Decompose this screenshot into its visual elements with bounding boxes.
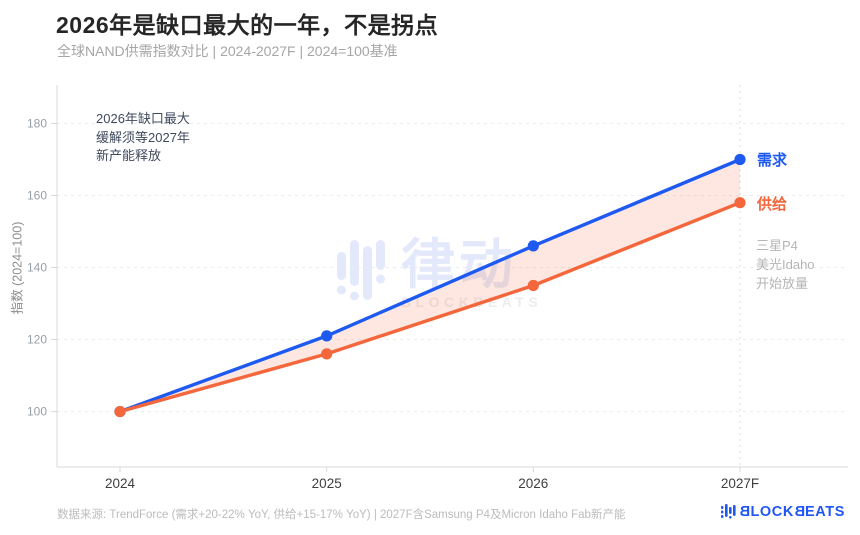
svg-text:100: 100: [27, 405, 47, 419]
gap-annotation: 2026年缺口最大 缓解须等2027年 新产能释放: [96, 110, 190, 166]
page-subtitle: 全球NAND供需指数对比 | 2024-2027F | 2024=100基准: [57, 43, 398, 59]
svg-text:2025: 2025: [312, 476, 342, 491]
capacity-annotation: 三星P4 美光Idaho 开始放量: [756, 236, 815, 293]
watermark-brand-cn: 律动: [401, 235, 517, 295]
capacity-annotation-line: 三星P4: [756, 238, 798, 253]
svg-text:2026: 2026: [518, 476, 548, 491]
svg-text:2024: 2024: [105, 476, 136, 491]
gap-annotation-line: 2026年缺口最大: [96, 111, 190, 126]
gap-annotation-line: 缓解须等2027年: [96, 129, 190, 145]
watermark-text: 律动 BLOCKBEATS: [401, 238, 542, 310]
capacity-annotation-line: 美光Idaho: [756, 257, 815, 272]
logo-letter-b: B: [739, 503, 751, 520]
legend-supply-label: 供给: [757, 196, 788, 213]
watermark-bars-icon: [337, 240, 385, 301]
watermark-brand-en: BLOCKBEATS: [401, 294, 542, 310]
svg-text:120: 120: [27, 333, 47, 347]
legend-demand-label: 需求: [757, 152, 788, 169]
logo-letter-b: B: [793, 503, 805, 520]
watermark: 律动 BLOCKBEATS: [337, 238, 542, 310]
page-title: 2026年是缺口最大的一年，不是拐点: [56, 12, 439, 38]
svg-text:140: 140: [27, 261, 47, 275]
data-source-text: 数据来源: TrendForce (需求+20-22% YoY, 供给+15-1…: [57, 509, 626, 521]
blockbeats-logo-icon: [721, 504, 736, 519]
blockbeats-logo: BLOCKBEATS: [721, 503, 845, 520]
capacity-annotation-line: 开始放量: [756, 276, 809, 291]
svg-text:180: 180: [27, 117, 47, 131]
gap-annotation-line: 新产能释放: [96, 148, 162, 163]
svg-text:160: 160: [27, 189, 47, 203]
y-axis-title: 指数 (2024=100): [10, 221, 25, 315]
svg-text:2027F: 2027F: [721, 476, 759, 491]
blockbeats-logo-text: BLOCKBEATS: [739, 503, 845, 520]
